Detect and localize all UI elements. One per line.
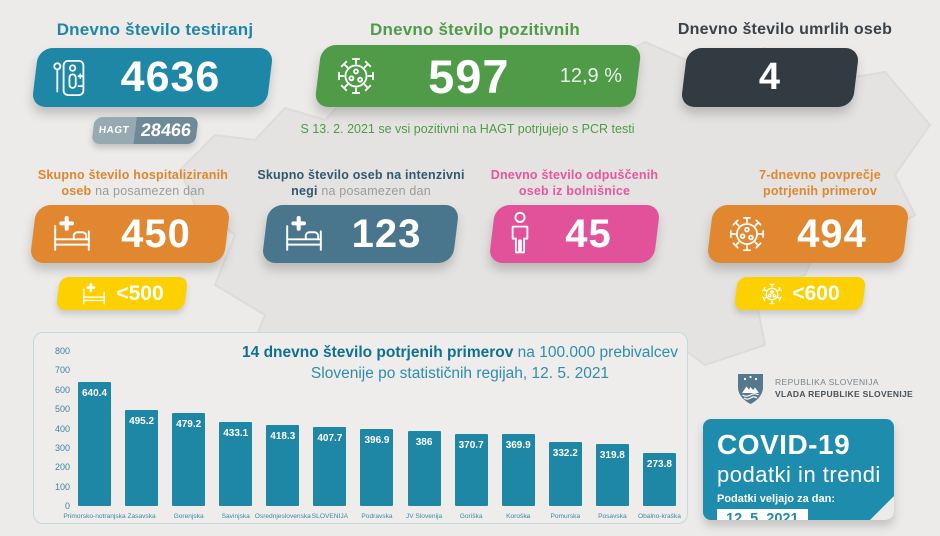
chart-bar: 273.8 Obalno-kraška	[638, 452, 681, 520]
positives-card: 597 12,9 %	[314, 45, 642, 107]
hospitalized-value: 450	[121, 211, 191, 256]
hospitalized-title-light: na posamezen dan	[95, 184, 205, 198]
chart-bar-value: 479.2	[176, 419, 202, 431]
hospitalized-target-badge: <500	[55, 277, 189, 310]
chart-x-label: Koroška	[506, 513, 531, 520]
hospitalized-target-value: <500	[116, 281, 164, 305]
chart-x-label: Savinjska	[221, 513, 250, 520]
chart-x-label: Obalno-kraška	[637, 513, 681, 520]
chart-x-label: Gorenjska	[173, 513, 204, 520]
chart-y-axis: 800 700 600 500 400 300 200 100 0	[54, 346, 70, 511]
tests-title: Dnevno število testiranj	[56, 20, 254, 39]
chart-x-label: Goriška	[459, 513, 483, 520]
tests-value: 4636	[120, 53, 221, 101]
deaths-card: 4	[680, 48, 860, 107]
chart-bar-value: 433.1	[223, 428, 249, 440]
deaths-title: Dnevno število umrlih oseb	[677, 21, 893, 38]
hagt-value: 28466	[133, 117, 199, 144]
chart-x-label: Posavska	[598, 513, 627, 520]
chart-bar-value: 495.2	[129, 416, 155, 428]
chart-bar: 495.2 Zasavska	[125, 410, 159, 520]
gov-line2: VLADA REPUBLIKE SLOVENIJE	[775, 389, 914, 399]
hospital-bed-icon	[49, 215, 95, 253]
avg7-value: 494	[797, 211, 867, 256]
tests-card: 4636	[31, 48, 274, 107]
chart-title-rest: na 100.000 prebivalcev Slovenije po stat…	[310, 344, 678, 382]
chart-x-label: Osrednjeslovenska	[254, 513, 311, 520]
chart-panel: 14 dnevno število potrjenih primerov na …	[33, 332, 688, 524]
covid-date-label: Podatki veljajo za dan:	[717, 493, 835, 505]
chart-x-label: SLOVENIJA	[311, 513, 349, 520]
chart-x-label: Podravska	[361, 513, 393, 520]
virus-icon	[760, 282, 784, 306]
avg7-target-value: <600	[792, 281, 840, 305]
covid-subtitle: podatki in trendi	[717, 462, 881, 487]
chart-bar-value: 640.4	[81, 387, 108, 399]
avg7-target-badge: <600	[733, 277, 867, 310]
virus-icon	[334, 54, 378, 98]
chart-bar-value: 407.7	[317, 433, 343, 445]
chart-bar: 386 JV Slovenija	[406, 431, 442, 520]
chart-title: 14 dnevno število potrjenih primerov na …	[226, 342, 694, 384]
covid-info-card: COVID-19 podatki in trendi Podatki velja…	[703, 419, 894, 520]
chart-bar-value: 418.3	[270, 430, 296, 442]
chart-bar: 433.1 Savinjska	[219, 422, 253, 520]
chart-bar: 332.2 Pomurska	[548, 441, 582, 520]
coat-of-arms-icon	[737, 373, 764, 406]
deaths-value: 4	[758, 56, 782, 98]
chart-x-label: JV Slovenija	[405, 513, 443, 520]
chart-bar: 319.8 Posavska	[595, 444, 629, 520]
virus-icon	[726, 213, 768, 255]
icu-title-light: na posamezen dan	[321, 184, 431, 198]
discharged-title: Dnevno število odpuščenih oseb iz bolniš…	[490, 168, 659, 198]
icu-value: 123	[351, 211, 422, 256]
chart-bar-value: 319.8	[599, 450, 625, 462]
chart-bar: 640.4 Primorsko-notranjska	[63, 381, 126, 520]
chart-bar: 407.7 SLOVENIJA	[312, 427, 348, 520]
gov-line1: REPUBLIKA SLOVENIJA	[775, 377, 879, 387]
avg7-title: 7-dnevno povprečje potrjenih primerov	[759, 168, 881, 198]
gov-text: REPUBLIKA SLOVENIJA VLADA REPUBLIKE SLOV…	[775, 377, 913, 399]
hospitalized-title: Skupno število hospitaliziranih oseb na …	[27, 167, 239, 199]
covid-date-badge: 12. 5. 2021	[717, 509, 808, 520]
icu-card: 123	[261, 205, 460, 263]
hagt-label: HAGT	[91, 117, 137, 144]
chart-x-label: Pomurska	[550, 513, 581, 520]
chart-bar-value: 369.9	[505, 440, 531, 452]
test-kit-icon	[51, 57, 87, 99]
chart-bar-value: 332.2	[552, 447, 578, 459]
chart-bar-value: 396.9	[364, 435, 390, 447]
chart-bar: 396.9 Podravska	[360, 429, 394, 520]
positives-title: Dnevno število pozitivnih	[370, 20, 580, 39]
icu-title: Skupno število oseb na intenzivni negi n…	[252, 167, 470, 199]
chart-bar-value: 273.8	[646, 458, 672, 470]
hagt-pcr-note: S 13. 2. 2021 se vsi pozitivni na HAGT p…	[300, 122, 635, 136]
avg7-card: 494	[706, 205, 910, 263]
covid-title: COVID-19	[717, 429, 851, 460]
chart-bars: 640.4 Primorsko-notranjska 495.2 Zasavska 47…	[63, 351, 681, 520]
hospital-bed-icon	[281, 215, 327, 253]
chart-x-label: Primorsko-notranjska	[63, 513, 126, 520]
hagt-badge: HAGT 28466	[91, 117, 199, 144]
chart-bar: 369.9 Koroška	[501, 434, 535, 520]
discharged-value: 45	[565, 211, 612, 256]
discharged-card: 45	[488, 205, 661, 263]
chart-bar: 479.2 Gorenjska	[172, 413, 206, 520]
hospitalized-card: 450	[29, 205, 231, 263]
positives-value: 597	[428, 49, 510, 103]
chart-title-strong: 14 dnevno število potrjenih primerov	[242, 344, 514, 361]
chart-bar: 370.7 Goriška	[454, 434, 488, 520]
chart-bar-value: 386	[415, 437, 433, 449]
chart-bar-value: 370.7	[458, 440, 484, 452]
hospital-bed-icon	[80, 282, 108, 306]
chart-x-label: Zasavska	[127, 513, 156, 520]
icu-title-strong: Skupno število oseb na intenzivni negi	[257, 168, 465, 198]
chart-bar: 418.3 Osrednjeslovenska	[255, 424, 311, 520]
person-icon	[508, 211, 532, 257]
positivity-rate: 12,9 %	[559, 64, 622, 87]
hospitalized-title-strong: Skupno število hospitaliziranih oseb	[37, 168, 229, 198]
